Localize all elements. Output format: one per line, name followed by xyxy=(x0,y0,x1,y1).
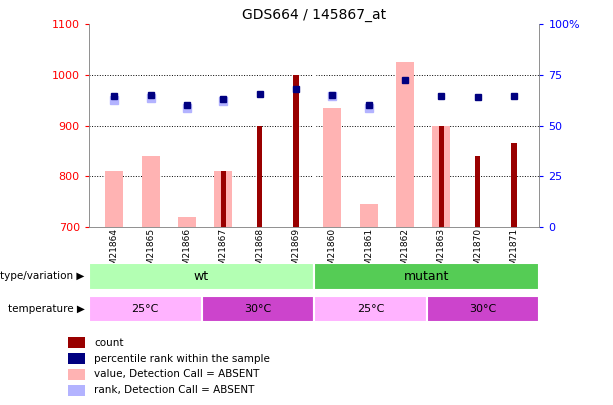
Bar xyxy=(142,156,160,227)
Bar xyxy=(202,296,314,322)
Text: 25°C: 25°C xyxy=(357,304,384,314)
Bar xyxy=(432,126,451,227)
Text: percentile rank within the sample: percentile rank within the sample xyxy=(94,354,270,364)
Bar xyxy=(511,143,517,227)
Bar xyxy=(293,75,299,227)
Bar xyxy=(323,108,341,227)
Bar xyxy=(221,171,226,227)
Bar xyxy=(68,369,85,380)
Bar xyxy=(105,171,123,227)
Bar xyxy=(89,296,202,322)
Title: GDS664 / 145867_at: GDS664 / 145867_at xyxy=(242,8,386,22)
Bar xyxy=(257,126,262,227)
Text: 25°C: 25°C xyxy=(132,304,159,314)
Bar xyxy=(427,296,539,322)
Text: rank, Detection Call = ABSENT: rank, Detection Call = ABSENT xyxy=(94,385,254,395)
Bar xyxy=(475,156,481,227)
Text: 30°C: 30°C xyxy=(470,304,497,314)
Bar xyxy=(68,353,85,364)
Bar xyxy=(314,296,427,322)
Bar xyxy=(314,263,539,290)
Bar xyxy=(89,263,314,290)
Bar xyxy=(68,385,85,396)
Bar xyxy=(214,171,232,227)
Bar xyxy=(396,62,414,227)
Text: mutant: mutant xyxy=(404,270,449,283)
Text: wt: wt xyxy=(194,270,209,283)
Bar xyxy=(178,217,196,227)
Text: 30°C: 30°C xyxy=(244,304,272,314)
Text: value, Detection Call = ABSENT: value, Detection Call = ABSENT xyxy=(94,369,260,379)
Text: temperature ▶: temperature ▶ xyxy=(7,304,85,314)
Bar xyxy=(68,337,85,348)
Text: count: count xyxy=(94,338,124,348)
Text: genotype/variation ▶: genotype/variation ▶ xyxy=(0,271,85,281)
Bar xyxy=(439,126,444,227)
Bar xyxy=(360,204,378,227)
